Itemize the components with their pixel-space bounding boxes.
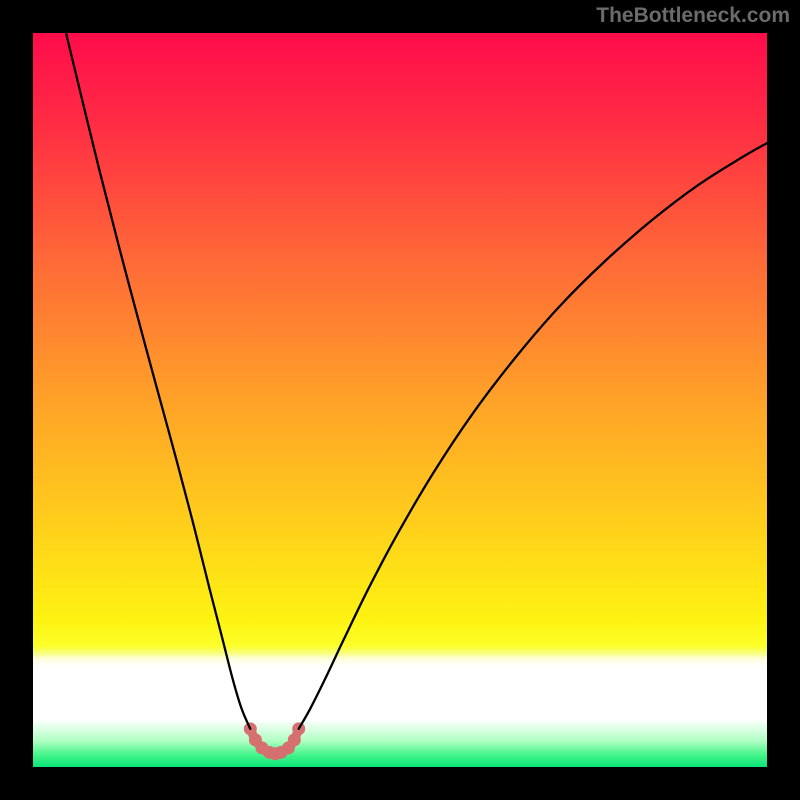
gradient-background	[33, 33, 767, 767]
chart-container: TheBottleneck.com	[0, 0, 800, 800]
plot-area	[33, 33, 767, 767]
watermark-text: TheBottleneck.com	[596, 4, 790, 28]
plot-svg	[33, 33, 767, 767]
